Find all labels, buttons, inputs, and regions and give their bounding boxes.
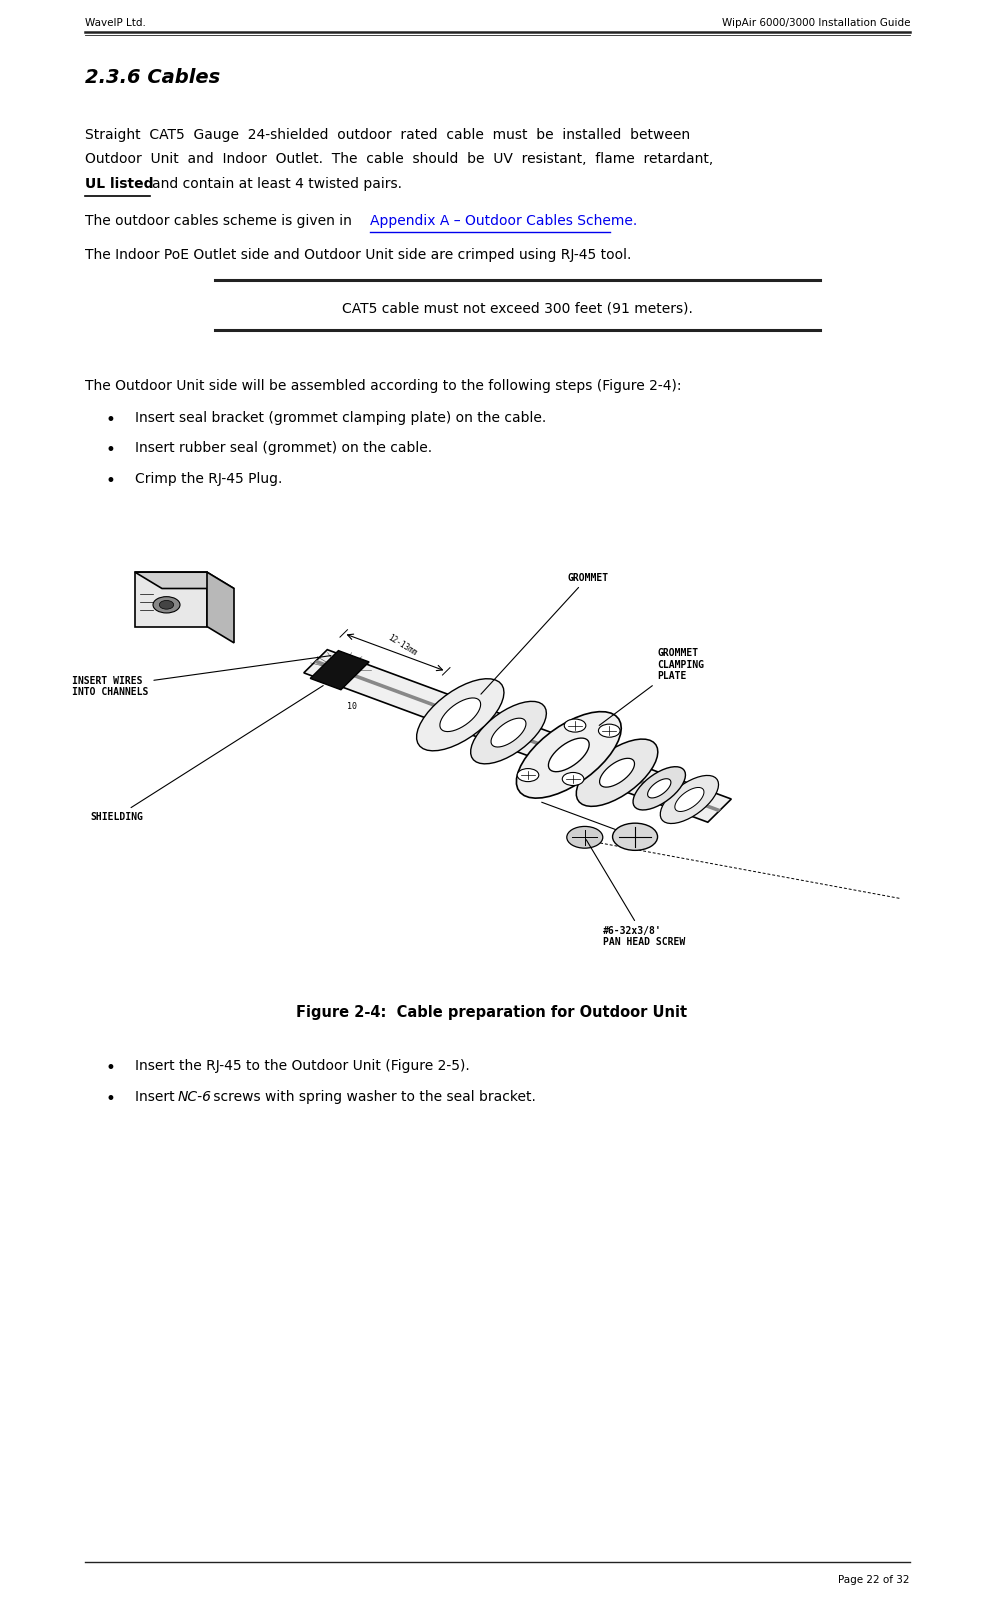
Polygon shape xyxy=(416,679,504,751)
Text: Insert the RJ-45 to the Outdoor Unit (Figure 2-5).: Insert the RJ-45 to the Outdoor Unit (Fi… xyxy=(135,1059,469,1073)
Text: Insert: Insert xyxy=(135,1089,179,1104)
Text: screws with spring washer to the seal bracket.: screws with spring washer to the seal br… xyxy=(209,1089,536,1104)
Text: The Indoor PoE Outlet side and Outdoor Unit side are crimped using RJ-45 tool.: The Indoor PoE Outlet side and Outdoor U… xyxy=(85,248,632,262)
Text: Page 22 of 32: Page 22 of 32 xyxy=(838,1575,910,1584)
Text: Figure 2-4:  Cable preparation for Outdoor Unit: Figure 2-4: Cable preparation for Outdoo… xyxy=(296,1005,688,1020)
Polygon shape xyxy=(517,712,621,798)
Polygon shape xyxy=(310,650,369,690)
Text: and contain at least 4 twisted pairs.: and contain at least 4 twisted pairs. xyxy=(152,177,402,192)
Text: The Outdoor Unit side will be assembled according to the following steps (Figure: The Outdoor Unit side will be assembled … xyxy=(85,378,682,393)
Polygon shape xyxy=(135,572,234,589)
Text: The outdoor cables scheme is given in: The outdoor cables scheme is given in xyxy=(85,214,356,228)
Polygon shape xyxy=(491,719,526,747)
Polygon shape xyxy=(548,738,589,771)
Text: Appendix A – Outdoor Cables Scheme.: Appendix A – Outdoor Cables Scheme. xyxy=(370,214,638,228)
Text: •: • xyxy=(105,410,115,428)
Text: GROMMET: GROMMET xyxy=(481,573,608,695)
Circle shape xyxy=(598,723,620,738)
Polygon shape xyxy=(135,572,207,626)
Text: INSERT WIRES
INTO CHANNELS: INSERT WIRES INTO CHANNELS xyxy=(72,656,331,698)
Circle shape xyxy=(613,822,657,850)
Circle shape xyxy=(567,826,603,848)
Polygon shape xyxy=(633,767,686,810)
Polygon shape xyxy=(470,701,546,763)
Text: CAT5 cable must not exceed 300 feet (91 meters).: CAT5 cable must not exceed 300 feet (91 … xyxy=(342,302,693,316)
Circle shape xyxy=(564,719,585,731)
Text: •: • xyxy=(105,1059,115,1076)
Text: Crimp the RJ-45 Plug.: Crimp the RJ-45 Plug. xyxy=(135,473,282,485)
Text: Straight  CAT5  Gauge  24-shielded  outdoor  rated  cable  must  be  installed  : Straight CAT5 Gauge 24-shielded outdoor … xyxy=(85,128,690,142)
Text: WipAir 6000/3000 Installation Guide: WipAir 6000/3000 Installation Guide xyxy=(721,18,910,29)
Text: SHIELDING: SHIELDING xyxy=(90,685,323,822)
Text: 2.3.6 Cables: 2.3.6 Cables xyxy=(85,69,220,86)
Polygon shape xyxy=(304,650,731,822)
Text: •: • xyxy=(105,441,115,460)
Text: •: • xyxy=(105,1089,115,1108)
Polygon shape xyxy=(647,779,671,798)
Polygon shape xyxy=(599,759,635,787)
Text: Outdoor  Unit  and  Indoor  Outlet.  The  cable  should  be  UV  resistant,  fla: Outdoor Unit and Indoor Outlet. The cabl… xyxy=(85,152,713,166)
Text: Insert rubber seal (grommet) on the cable.: Insert rubber seal (grommet) on the cabl… xyxy=(135,441,432,455)
Text: Insert seal bracket (grommet clamping plate) on the cable.: Insert seal bracket (grommet clamping pl… xyxy=(135,410,546,425)
Text: 10: 10 xyxy=(347,703,357,711)
Polygon shape xyxy=(675,787,704,811)
Polygon shape xyxy=(314,660,721,811)
Polygon shape xyxy=(440,698,480,731)
Circle shape xyxy=(153,597,180,613)
Text: 12-13mm: 12-13mm xyxy=(386,632,418,658)
Text: UL listed: UL listed xyxy=(85,177,154,192)
Text: WaveIP Ltd.: WaveIP Ltd. xyxy=(85,18,146,29)
Polygon shape xyxy=(577,739,658,806)
Polygon shape xyxy=(660,776,718,824)
Text: NC-6: NC-6 xyxy=(178,1089,212,1104)
Text: GROMMET
CLAMPING
PLATE: GROMMET CLAMPING PLATE xyxy=(599,648,704,725)
Circle shape xyxy=(518,768,539,781)
Circle shape xyxy=(562,773,584,786)
Polygon shape xyxy=(207,572,234,644)
Text: •: • xyxy=(105,473,115,490)
Text: #6-32x3/8'
PAN HEAD SCREW: #6-32x3/8' PAN HEAD SCREW xyxy=(586,840,685,947)
Circle shape xyxy=(159,600,174,608)
